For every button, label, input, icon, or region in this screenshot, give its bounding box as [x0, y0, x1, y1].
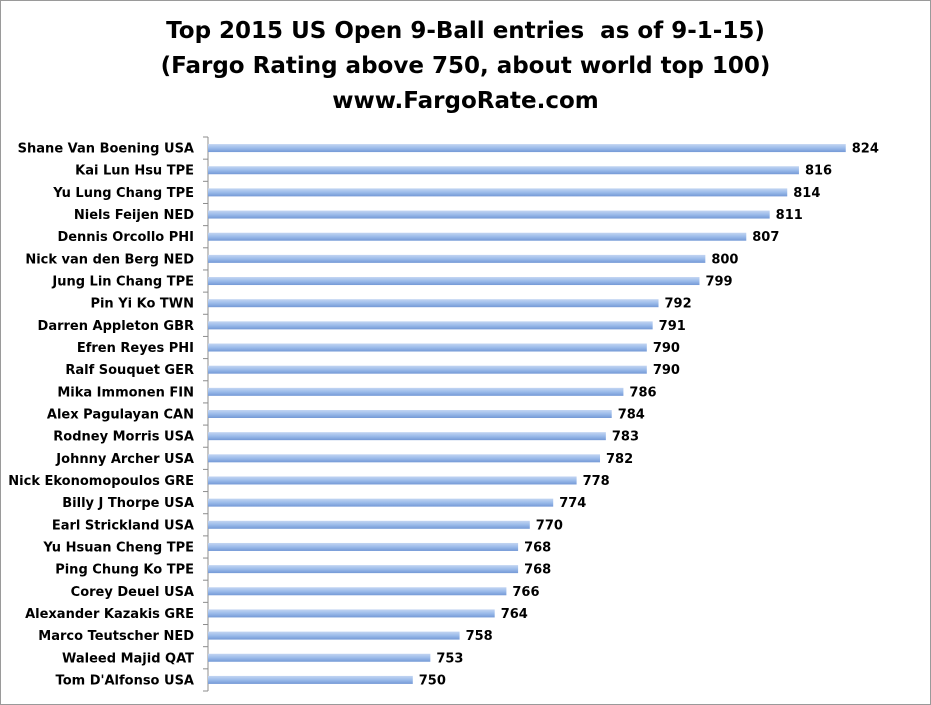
category-label: Waleed Majid QAT	[62, 651, 194, 666]
bar	[208, 675, 413, 684]
data-label: 770	[536, 518, 563, 533]
bar	[208, 498, 554, 507]
data-label: 800	[711, 252, 738, 267]
bar	[208, 565, 519, 574]
bar	[208, 210, 770, 219]
data-label: 782	[606, 452, 633, 467]
data-label: 816	[805, 164, 832, 179]
category-label: Pin Yi Ko TWN	[90, 297, 194, 312]
bar	[208, 631, 460, 640]
bar	[208, 432, 606, 441]
category-label: Rodney Morris USA	[53, 430, 194, 445]
bar	[208, 144, 846, 153]
data-label: 750	[419, 673, 446, 688]
bar	[208, 254, 706, 263]
category-label: Ping Chung Ko TPE	[55, 563, 194, 578]
data-label: 790	[653, 341, 680, 356]
category-label: Alexander Kazakis GRE	[25, 607, 194, 622]
bar	[208, 587, 507, 596]
data-label: 786	[629, 385, 656, 400]
data-label: 807	[752, 230, 779, 245]
bar	[208, 520, 530, 529]
bar	[208, 454, 601, 463]
data-label: 758	[466, 629, 493, 644]
data-label: 768	[524, 540, 551, 555]
data-label: 811	[776, 208, 803, 223]
data-label: 783	[612, 430, 639, 445]
category-label: Nick van den Berg NED	[25, 252, 194, 267]
bar	[208, 188, 788, 197]
chart-source-url: www.FargoRate.com	[332, 88, 599, 114]
category-label: Ralf Souquet GER	[65, 363, 194, 378]
category-label: Johnny Archer USA	[55, 452, 194, 467]
category-label: Niels Feijen NED	[74, 208, 194, 223]
data-label: 768	[524, 563, 551, 578]
bar	[208, 299, 659, 308]
category-label: Yu Hsuan Cheng TPE	[42, 540, 194, 555]
chart-title: Top 2015 US Open 9-Ball entries as of 9-…	[166, 18, 765, 44]
chart-subtitle: (Fargo Rating above 750, about world top…	[160, 53, 771, 79]
category-label: Mika Immonen FIN	[57, 385, 194, 400]
data-label: 784	[618, 408, 645, 423]
category-label: Jung Lin Chang TPE	[51, 275, 194, 290]
bar	[208, 410, 612, 418]
bar	[208, 232, 747, 241]
category-label: Dennis Orcollo PHI	[57, 230, 194, 245]
bar	[208, 653, 431, 662]
chart-title-block: Top 2015 US Open 9-Ball entries as of 9-…	[0, 14, 931, 119]
bar	[208, 542, 519, 551]
category-label: Alex Pagulayan CAN	[47, 408, 194, 423]
bar	[208, 343, 647, 352]
data-label: 799	[705, 275, 732, 290]
bar	[208, 387, 624, 396]
data-label: 791	[659, 319, 686, 334]
category-label: Corey Deuel USA	[71, 585, 194, 600]
data-label: 753	[436, 651, 463, 666]
data-label: 792	[665, 297, 692, 312]
category-label: Marco Teutscher NED	[38, 629, 194, 644]
category-label: Darren Appleton GBR	[38, 319, 194, 334]
data-label: 764	[501, 607, 528, 622]
data-label: 766	[512, 585, 539, 600]
category-label: Efren Reyes PHI	[77, 341, 194, 356]
data-label: 790	[653, 363, 680, 378]
category-label: Earl Strickland USA	[52, 518, 194, 533]
bar	[208, 476, 577, 485]
bar	[208, 321, 653, 330]
category-label: Tom D'Alfonso USA	[56, 673, 194, 688]
data-label: 774	[559, 496, 586, 511]
category-label: Yu Lung Chang TPE	[52, 186, 194, 201]
bar	[208, 365, 647, 374]
data-label: 778	[583, 474, 610, 489]
bar	[208, 166, 799, 175]
category-label: Nick Ekonomopoulos GRE	[8, 474, 194, 489]
data-label: 824	[852, 142, 879, 157]
bar	[208, 277, 700, 286]
category-label: Shane Van Boening USA	[18, 142, 194, 157]
data-label: 814	[793, 186, 820, 201]
category-label: Billy J Thorpe USA	[62, 496, 194, 511]
bar	[208, 609, 495, 618]
category-label: Kai Lun Hsu TPE	[75, 164, 194, 179]
